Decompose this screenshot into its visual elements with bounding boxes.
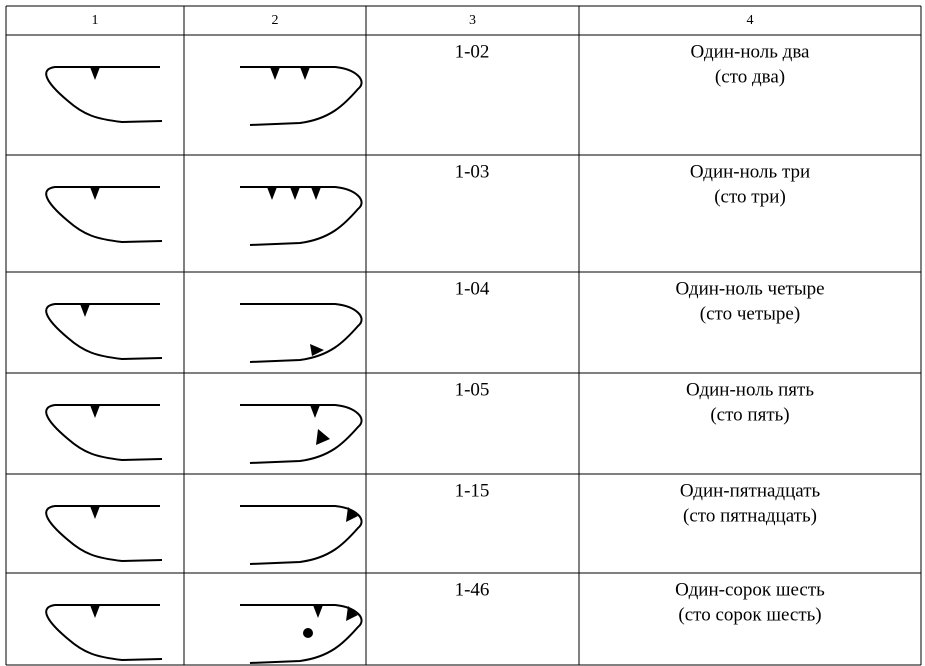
lip-shape — [45, 604, 163, 662]
marker-triangle — [90, 405, 100, 418]
lip-shape — [45, 404, 163, 462]
marker-wedge — [316, 429, 330, 445]
code: 1-03 — [455, 161, 490, 182]
lip-shape — [45, 303, 163, 361]
marker-triangle — [313, 605, 323, 618]
lip-shape — [240, 186, 363, 246]
reading-alt: (сто три) — [714, 186, 786, 207]
lip-shape — [240, 604, 363, 664]
marker-triangle — [90, 506, 100, 519]
marker-dot — [303, 628, 313, 638]
code: 1-15 — [455, 480, 490, 501]
reading-alt: (сто пятнадцать) — [683, 505, 817, 526]
marker-triangle — [270, 67, 280, 80]
reading: Один-пятнадцать — [680, 480, 821, 501]
marker-triangle — [300, 67, 310, 80]
lip-shape — [45, 66, 163, 124]
column-header: 2 — [272, 13, 279, 28]
reading-alt: (сто два) — [715, 66, 785, 87]
marker-triangle — [90, 67, 100, 80]
code: 1-04 — [455, 278, 490, 299]
column-header: 1 — [92, 13, 99, 28]
column-header: 3 — [469, 13, 476, 28]
marker-triangle — [267, 187, 277, 200]
marker-triangle — [290, 187, 300, 200]
reading-alt: (сто сорок шесть) — [678, 604, 821, 625]
lip-shape — [240, 505, 363, 565]
marker-wedge — [310, 344, 324, 356]
reading: Один-сорок шесть — [675, 579, 825, 600]
reading: Один-ноль два — [691, 41, 811, 62]
lip-shape — [240, 404, 363, 464]
code: 1-05 — [455, 379, 490, 400]
lip-shape — [45, 505, 163, 563]
marker-triangle — [310, 405, 320, 418]
reading: Один-ноль три — [690, 161, 810, 182]
marker-wedge — [346, 507, 358, 522]
reading: Один-ноль пять — [686, 379, 814, 400]
column-header: 4 — [747, 13, 754, 28]
lip-shape — [240, 66, 363, 126]
marker-wedge — [346, 606, 358, 621]
reading: Один-ноль четыре — [675, 278, 824, 299]
reading-alt: (сто четыре) — [700, 303, 800, 324]
marker-triangle — [90, 605, 100, 618]
marker-triangle — [311, 187, 321, 200]
marker-triangle — [90, 187, 100, 200]
code: 1-46 — [455, 579, 490, 600]
lip-shape — [45, 186, 163, 244]
marker-triangle — [80, 304, 90, 317]
lip-shape — [240, 303, 363, 363]
reading-alt: (сто пять) — [710, 404, 789, 425]
code: 1-02 — [455, 41, 490, 62]
